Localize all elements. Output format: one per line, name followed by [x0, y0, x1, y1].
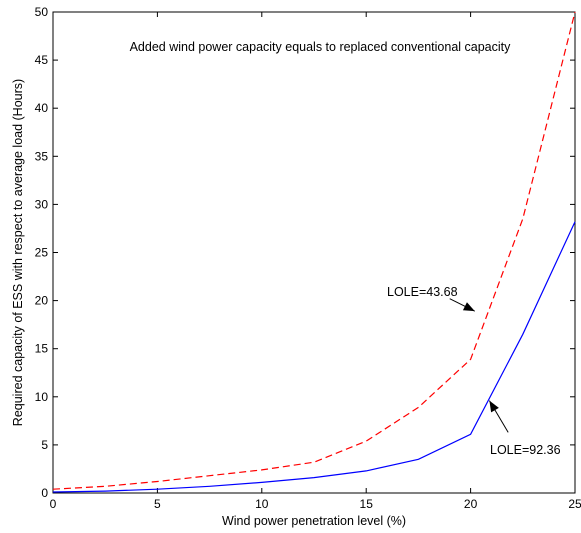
y-tick-label: 5 [41, 438, 48, 452]
arrow-head-2 [489, 400, 499, 413]
y-tick-label: 45 [35, 53, 49, 67]
annotation-lole-92-36: LOLE=92.36 [490, 443, 561, 457]
y-tick-label: 10 [35, 390, 49, 404]
x-tick-label: 0 [50, 497, 57, 511]
series-line-blue-solid [52, 221, 576, 493]
x-tick-label: 15 [360, 497, 374, 511]
y-axis-label: Required capacity of ESS with respect to… [11, 79, 25, 426]
y-axis: 0 5 10 15 20 25 30 35 40 45 50 [35, 5, 575, 500]
y-tick-label: 0 [41, 486, 48, 500]
series-layer [52, 11, 576, 493]
arrow-head-1 [462, 302, 475, 312]
annotation-title: Added wind power capacity equals to repl… [130, 40, 512, 54]
plot-area: 0 5 10 15 20 25 0 5 10 15 20 25 30 35 40 45 50 [35, 5, 581, 511]
annotation-arrows [449, 298, 509, 433]
x-axis-label: Wind power penetration level (%) [222, 514, 406, 528]
y-tick-label: 20 [35, 294, 49, 308]
x-tick-label: 10 [255, 497, 269, 511]
annotation-lole-43-68: LOLE=43.68 [387, 285, 458, 299]
x-tick-label: 20 [464, 497, 478, 511]
series-line-red-dashed [52, 11, 576, 490]
x-tick-label: 5 [154, 497, 161, 511]
x-axis: 0 5 10 15 20 25 [50, 12, 581, 511]
y-tick-label: 50 [35, 5, 49, 19]
x-tick-label: 25 [568, 497, 581, 511]
y-tick-label: 30 [35, 197, 49, 211]
y-tick-label: 40 [35, 101, 49, 115]
y-tick-label: 35 [35, 149, 49, 163]
plot-frame [52, 11, 576, 494]
y-tick-label: 15 [35, 342, 49, 356]
y-tick-label: 25 [35, 246, 49, 260]
